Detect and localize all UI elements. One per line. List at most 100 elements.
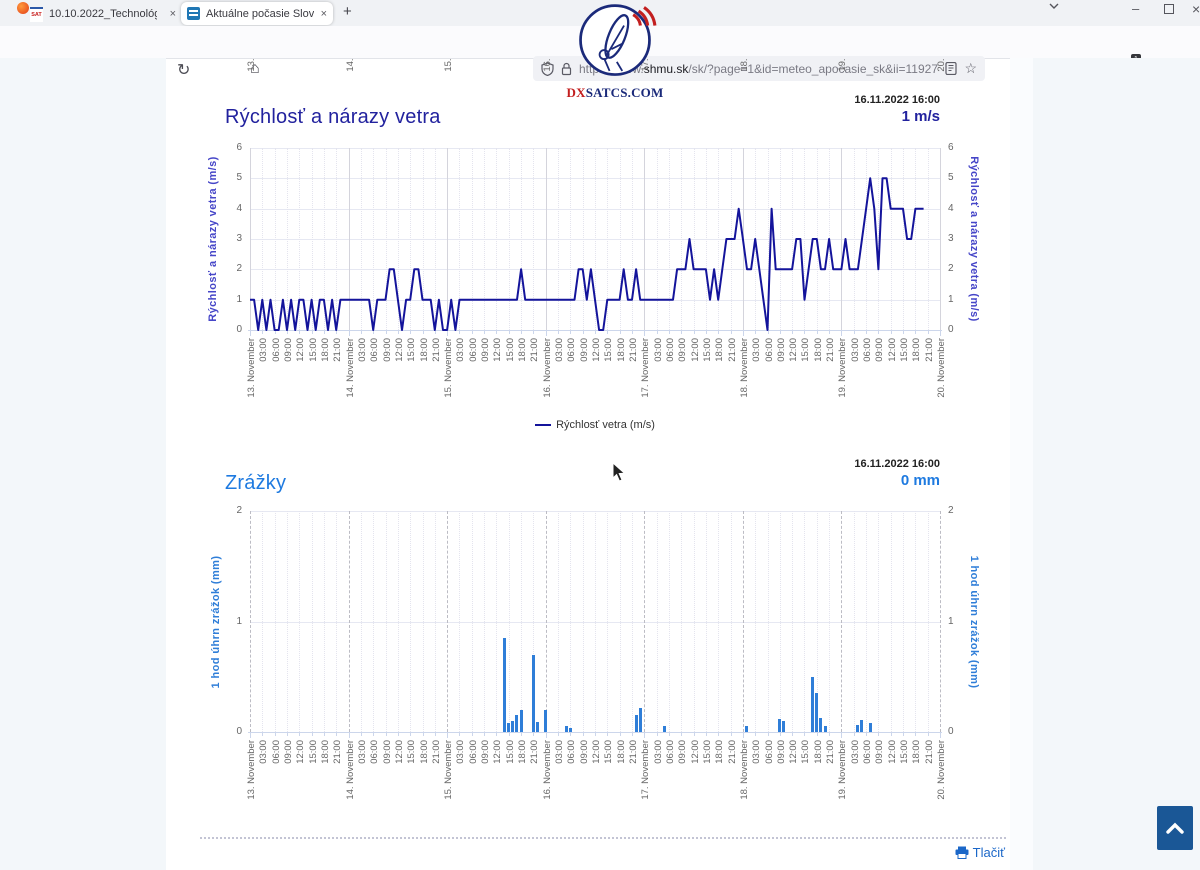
minor-gridline — [853, 511, 855, 732]
print-button[interactable]: Tlačiť — [705, 845, 1005, 860]
tab-shmu-weather[interactable]: Aktuálne počasie Slovensko - tabu × — [181, 2, 333, 25]
day-gridline — [841, 148, 843, 330]
x-axis-tick — [533, 330, 535, 334]
day-gridline — [250, 148, 252, 330]
x-axis-tick — [730, 732, 732, 736]
new-tab-button[interactable]: + — [343, 3, 352, 20]
minor-gridline — [262, 148, 264, 330]
day-gridline — [841, 511, 843, 732]
x-axis-tick — [878, 732, 880, 736]
minor-gridline — [274, 148, 276, 330]
x-axis-tick — [940, 330, 941, 336]
x-axis-tick — [779, 330, 781, 334]
tab-dvb-article[interactable]: SAT 10.10.2022_Technológia DVB-S2/M × — [30, 4, 176, 24]
y-axis-tick-label: 6 — [948, 142, 954, 153]
close-tab-icon[interactable]: × — [320, 7, 327, 20]
x-axis-tick — [521, 330, 523, 334]
precipitation-bar — [564, 726, 568, 732]
x-axis-tick — [816, 732, 818, 736]
x-axis-tick — [779, 732, 781, 736]
x-axis-tick — [644, 732, 646, 738]
minor-gridline — [286, 511, 288, 732]
x-axis-tick — [619, 732, 621, 736]
tab-title: 10.10.2022_Technológia DVB-S2/M — [49, 8, 157, 20]
x-axis-tick — [434, 330, 436, 334]
minor-gridline — [422, 511, 424, 732]
reload-button[interactable]: ↻ — [177, 62, 191, 79]
precipitation-bar — [815, 693, 819, 732]
x-axis-tick — [262, 732, 264, 736]
x-axis-tick — [656, 732, 658, 736]
minor-gridline — [779, 148, 781, 330]
lock-icon — [561, 62, 572, 75]
x-axis-tick — [866, 330, 868, 334]
minor-gridline — [816, 511, 818, 732]
close-tab-icon[interactable]: × — [169, 8, 176, 20]
minor-gridline — [767, 511, 769, 732]
minor-gridline — [903, 148, 905, 330]
y-axis-tick-label: 2 — [236, 505, 242, 516]
precipitation-bar — [531, 654, 535, 732]
minor-gridline — [804, 148, 806, 330]
precipitation-bar — [536, 722, 539, 732]
minor-gridline — [631, 148, 633, 330]
minor-gridline — [410, 511, 412, 732]
precipitation-bar — [856, 725, 860, 732]
x-axis-tick — [508, 732, 510, 736]
minor-gridline — [311, 511, 313, 732]
x-axis-tick — [792, 732, 794, 736]
minor-gridline — [558, 148, 560, 330]
minor-gridline — [570, 148, 572, 330]
y-axis-tick-label: 2 — [948, 263, 954, 275]
x-axis-tick — [693, 330, 695, 334]
minor-gridline — [299, 148, 301, 330]
x-axis-tick — [410, 732, 412, 736]
bookmark-star-icon[interactable]: ☆ — [964, 60, 977, 76]
reader-view-icon[interactable] — [945, 62, 958, 75]
x-axis-tick — [792, 330, 794, 334]
y-axis-tick-label: 3 — [236, 233, 242, 244]
x-axis-tick — [336, 330, 338, 334]
x-axis-tick — [829, 732, 831, 736]
minor-gridline — [484, 511, 486, 732]
tracking-shield-icon[interactable] — [541, 61, 554, 76]
minor-gridline — [792, 511, 794, 732]
close-window-icon[interactable]: × — [1192, 1, 1200, 17]
precipitation-bar — [745, 726, 749, 732]
x-axis-tick — [742, 330, 744, 336]
x-axis-tick — [496, 732, 498, 736]
x-axis-tick — [360, 732, 362, 736]
minor-gridline — [323, 148, 325, 330]
minor-gridline — [631, 511, 633, 732]
minor-gridline — [767, 148, 769, 330]
day-gridline — [644, 148, 646, 330]
x-axis-tick — [853, 732, 855, 736]
minor-gridline — [718, 148, 720, 330]
precipitation-bar — [823, 726, 827, 732]
x-axis-tick — [705, 732, 707, 736]
list-tabs-chevron-icon[interactable] — [1048, 1, 1060, 14]
x-axis-tick — [471, 732, 473, 736]
x-axis-tick — [545, 330, 547, 336]
sat-favicon: SAT — [30, 6, 43, 22]
x-axis-tick — [422, 732, 424, 736]
scroll-to-top-button[interactable] — [1157, 806, 1193, 850]
x-axis-tick — [841, 732, 843, 738]
minor-gridline — [496, 148, 498, 330]
x-axis-tick — [681, 732, 683, 736]
x-axis-tick — [471, 330, 473, 334]
chart-title: Rýchlosť a nárazy vetra — [225, 106, 441, 128]
mouse-cursor — [612, 461, 626, 487]
satellite-dish-icon — [579, 4, 657, 76]
minor-gridline — [718, 511, 720, 732]
minor-gridline — [804, 511, 806, 732]
minor-gridline — [890, 511, 892, 732]
home-button[interactable]: ⌂ — [250, 60, 260, 77]
minor-gridline — [866, 148, 868, 330]
x-axis-tick — [767, 330, 769, 334]
minor-gridline — [385, 511, 387, 732]
minimize-window-icon[interactable]: – — [1132, 1, 1140, 16]
x-axis-tick — [755, 330, 757, 334]
maximize-window-icon[interactable] — [1164, 4, 1174, 14]
day-gridline — [644, 511, 646, 732]
